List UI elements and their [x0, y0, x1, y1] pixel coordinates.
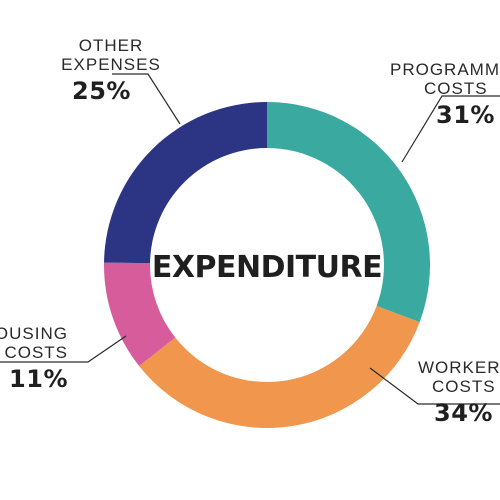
- slice-label-housing-costs: HOUSING COSTS 11%: [0, 324, 68, 394]
- slice-label-line: PROGRAMME: [390, 60, 500, 79]
- slice-value-housing-costs: 11%: [9, 365, 68, 393]
- slice-value-programme-costs: 31%: [436, 101, 495, 129]
- donut-slice-programme-costs: [267, 102, 431, 323]
- slice-value-other-expenses: 25%: [72, 77, 131, 105]
- donut-slice-other-expenses: [104, 102, 267, 264]
- leader-line-programme-costs: [401, 95, 500, 163]
- leader-line-housing-costs: [0, 335, 127, 363]
- slice-label-line: OTHER: [78, 36, 144, 55]
- chart-title: EXPENDITURE: [152, 250, 382, 285]
- leader-line-worker-costs: [369, 367, 500, 405]
- slice-label-line: COSTS: [4, 343, 68, 362]
- slice-label-line: EXPENSES: [61, 55, 161, 74]
- donut-slice-worker-costs: [139, 305, 420, 429]
- slice-label-line: WORKER: [418, 358, 500, 377]
- leader-line-other-expenses: [112, 73, 181, 125]
- slice-label-line: COSTS: [424, 79, 488, 98]
- slice-label-other-expenses: OTHER EXPENSES 25%: [56, 36, 166, 106]
- slice-label-line: COSTS: [432, 377, 496, 396]
- slice-label-line: HOUSING: [0, 324, 68, 343]
- slice-label-programme-costs: PROGRAMME COSTS 31%: [390, 60, 500, 130]
- donut-slice-housing-costs: [104, 262, 176, 367]
- slice-value-worker-costs: 34%: [434, 399, 493, 427]
- slice-label-worker-costs: WORKER COSTS 34%: [418, 358, 500, 428]
